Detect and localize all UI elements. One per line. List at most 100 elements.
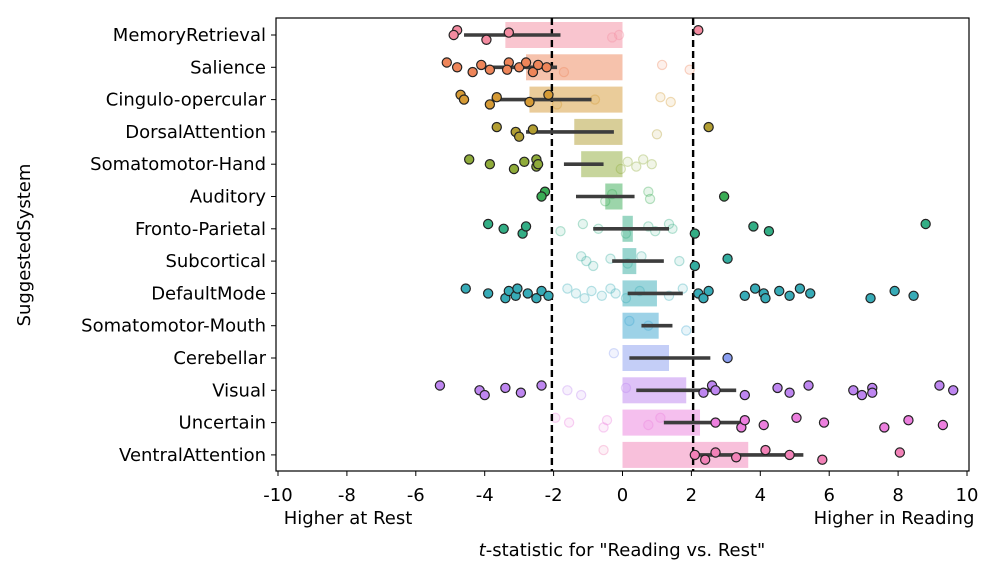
data-point — [532, 158, 544, 170]
x-tick-label: -4 — [476, 485, 494, 506]
data-point — [889, 285, 900, 297]
data-point-faded — [588, 260, 599, 272]
data-point — [703, 121, 714, 133]
x-tick-label: -6 — [407, 485, 425, 506]
data-point — [699, 454, 711, 465]
data-point — [693, 25, 704, 36]
data-point-faded — [586, 285, 597, 297]
data-point-faded — [606, 32, 618, 43]
data-point — [848, 385, 859, 396]
y-tick-label: MemoryRetrieval — [113, 25, 266, 46]
data-point — [460, 283, 471, 294]
data-point — [532, 59, 544, 71]
x-tick-label: -8 — [338, 485, 356, 506]
data-point — [903, 415, 914, 426]
y-tick-label: DorsalAttention — [125, 122, 266, 143]
data-point — [710, 447, 721, 458]
data-point — [784, 449, 795, 461]
data-point — [739, 415, 750, 426]
data-point-faded — [558, 66, 570, 78]
data-point — [703, 285, 714, 297]
data-point — [434, 380, 446, 391]
data-point-faded — [575, 251, 587, 262]
data-point — [730, 452, 742, 463]
data-point — [503, 27, 515, 38]
threshold-lines-layer — [550, 18, 695, 471]
data-point-faded — [577, 218, 589, 230]
data-point — [520, 57, 532, 68]
data-point — [758, 419, 769, 431]
data-point — [722, 253, 733, 264]
data-point — [541, 62, 552, 73]
data-point — [718, 191, 730, 202]
x-tick-label: -10 — [263, 485, 292, 506]
data-point — [772, 382, 783, 394]
data-point-faded — [674, 255, 685, 267]
x-axis-label-rest: -statistic for "Reading vs. Rest" — [486, 540, 766, 561]
data-point — [805, 288, 816, 299]
data-point — [920, 218, 931, 230]
data-point — [441, 57, 453, 68]
data-point-faded — [608, 348, 620, 359]
right-annotation: Higher in Reading — [814, 508, 975, 529]
data-point — [451, 62, 463, 73]
y-tick-label: Uncertain — [179, 413, 266, 434]
data-point-faded — [581, 255, 592, 267]
x-tick-label: 4 — [755, 485, 766, 506]
data-point — [467, 66, 478, 78]
data-point-faded — [570, 288, 582, 299]
y-tick-label: Subcortical — [165, 251, 266, 272]
data-point-faded — [562, 283, 573, 294]
data-point-faded — [622, 156, 633, 167]
data-point — [448, 29, 459, 41]
x-tick-label: 0 — [617, 485, 628, 506]
data-point — [698, 293, 709, 304]
data-point-faded — [637, 154, 649, 165]
x-tick-label: 10 — [956, 485, 979, 506]
left-annotation: Higher at Rest — [284, 508, 413, 529]
data-point-faded — [655, 91, 666, 103]
data-point — [536, 380, 547, 391]
y-tick-label: VentralAttention — [119, 445, 266, 466]
data-point — [484, 64, 496, 75]
data-point — [867, 387, 878, 398]
data-point-faded — [624, 315, 635, 327]
data-point — [908, 290, 919, 301]
data-point — [481, 34, 492, 46]
data-point — [817, 454, 828, 465]
data-point — [698, 387, 709, 398]
x-tick-label: 2 — [686, 485, 697, 506]
data-point — [760, 293, 771, 304]
data-point — [774, 285, 785, 297]
data-point-faded — [613, 29, 625, 41]
data-point — [543, 290, 554, 301]
data-point — [722, 352, 733, 364]
data-point-faded — [555, 225, 566, 237]
data-point — [803, 380, 814, 391]
data-point — [498, 223, 509, 234]
y-tick-label: Somatomotor-Mouth — [81, 316, 266, 337]
data-point-faded — [643, 186, 654, 197]
data-point — [501, 64, 513, 75]
significant-points-layer — [434, 25, 959, 465]
data-point — [482, 288, 494, 299]
data-point — [937, 419, 949, 431]
data-point-faded — [646, 158, 657, 170]
data-point-faded — [644, 193, 656, 205]
data-point — [519, 156, 530, 167]
data-point — [748, 221, 759, 232]
y-tick-label: Cingulo-opercular — [106, 90, 267, 111]
x-axis-label: t-statistic for "Reading vs. Rest" — [479, 540, 766, 561]
data-point — [749, 283, 761, 294]
data-point — [784, 387, 795, 398]
data-point-faded — [610, 288, 621, 299]
data-point-faded — [631, 161, 642, 172]
x-axis-label-t: t — [479, 540, 487, 561]
x-tick-label: 6 — [823, 485, 834, 506]
data-point — [791, 412, 802, 423]
data-point-faded — [665, 96, 676, 108]
data-point-faded — [596, 290, 608, 301]
data-point-faded — [643, 419, 654, 431]
data-point-faded — [589, 94, 601, 105]
